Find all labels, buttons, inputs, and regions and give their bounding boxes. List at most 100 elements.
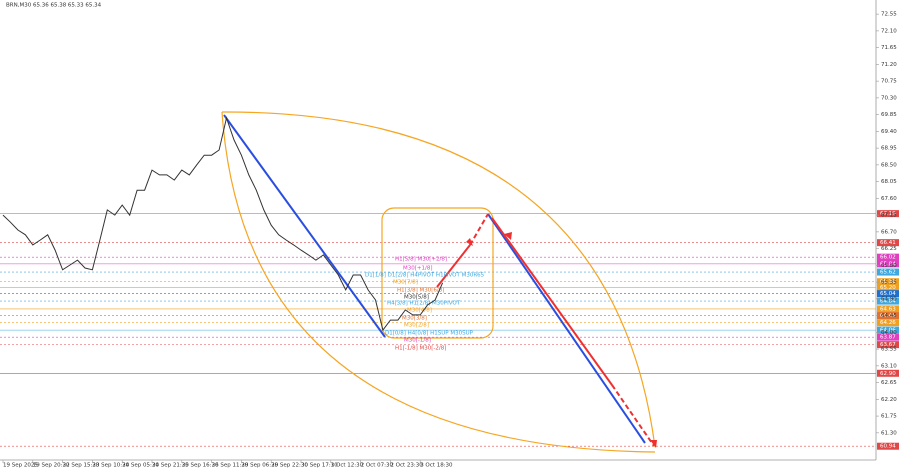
level-label: 62.90: [880, 371, 896, 377]
level-tag: [877, 341, 899, 349]
x-tick-label: 2 Oct 23:30: [390, 463, 423, 468]
level-tag: [877, 278, 899, 286]
y-tick-label: 65.80: [881, 263, 897, 269]
y-tick-label: 72.10: [881, 28, 897, 34]
y-tick-label: 70.30: [881, 95, 897, 101]
x-tick-label: 2 Oct 07:30: [361, 463, 394, 468]
level-label: 64.26: [880, 320, 896, 326]
level-tag: [877, 268, 899, 276]
x-tick-label: 29 Sep 22:30: [271, 463, 308, 468]
level-annotation: H1[-1/8] M30[-2/8]: [395, 346, 446, 352]
x-tick-label: 24 Sep 05:30: [122, 463, 159, 468]
y-tick-label: 69.85: [881, 112, 897, 118]
level-annotation: M30[2/8]: [404, 323, 429, 329]
x-tick-label: 23 Sep 10:30: [92, 463, 129, 468]
trend-line: [487, 213, 646, 444]
level-label: 64.84: [880, 299, 896, 305]
fan-arc: [221, 111, 656, 453]
analysis-drawings: [221, 111, 657, 453]
level-annotation: M30[+1/8]: [403, 266, 433, 272]
y-tick-label: 66.25: [881, 246, 897, 252]
level-annotation: D1[1/8] D1[2/8] H4PIVOT H1PIVOT M30R65: [365, 273, 485, 279]
x-tick-label: 19 Sep 20:30: [33, 463, 70, 468]
level-annotation: M30[5/8]: [404, 295, 429, 301]
level-label: 65.20: [880, 285, 896, 291]
fan-arc: [221, 111, 656, 448]
level-tag: [877, 297, 899, 305]
level-label: 64.06: [880, 328, 896, 334]
level-label: 65.84: [880, 261, 896, 267]
level-tag: [877, 312, 899, 320]
level-label: 63.67: [880, 342, 896, 348]
y-tick-label: 70.75: [881, 79, 897, 85]
level-tag: [877, 210, 899, 218]
y-tick-label: 65.35: [881, 280, 897, 286]
level-annotation: H4[3/8] H1[2/8] M30PIVOT: [387, 301, 461, 307]
y-tick-label: 61.75: [881, 414, 897, 420]
level-tag: [877, 239, 899, 247]
level-tag: [877, 260, 899, 268]
level-tag: [877, 369, 899, 377]
level-tag: [877, 290, 899, 298]
level-label: 65.04: [880, 291, 896, 297]
x-tick-label: 24 Sep 21:30: [152, 463, 189, 468]
y-tick-label: 64.90: [881, 296, 897, 302]
level-tag: [877, 319, 899, 327]
y-tick-label: 68.05: [881, 179, 897, 185]
y-tick-label: 64.45: [881, 313, 897, 319]
y-tick-label: 66.70: [881, 229, 897, 235]
projection: [491, 217, 613, 386]
level-label: 67.19: [880, 211, 896, 217]
y-tick-label: 63.55: [881, 347, 897, 353]
y-tick-label: 67.60: [881, 196, 897, 202]
projection: [436, 244, 471, 288]
price-line: [2, 116, 444, 332]
level-annotation: H1[3/8] M30[6/8]: [397, 288, 444, 294]
level-tag: [877, 305, 899, 313]
level-tag: [877, 333, 899, 341]
level-label: 65.36: [880, 279, 896, 285]
projection: [611, 384, 655, 447]
x-tick-label: 25 Sep 16:30: [182, 463, 219, 468]
x-tick-label: 29 Sep 06:30: [241, 463, 278, 468]
level-annotation: M30[4/8]: [407, 308, 432, 314]
y-tick-label: 64.00: [881, 330, 897, 336]
level-label: 66.02: [880, 255, 896, 261]
y-tick-label: 63.10: [881, 363, 897, 369]
x-tick-label: 1 Oct 12:30: [331, 463, 364, 468]
level-annotation: M30[-1/8]: [404, 338, 431, 344]
level-label: 63.87: [880, 335, 896, 341]
y-tick-label: 61.30: [881, 430, 897, 436]
level-label: 64.63: [880, 306, 896, 312]
level-annotation: H1[5/8] M30[+2/8]: [395, 257, 447, 263]
x-tick-label: 19 Sep 2025: [3, 463, 38, 468]
y-tick-label: 62.20: [881, 397, 897, 403]
level-annotation: M30[7/8]: [393, 280, 418, 286]
level-label: 64.45: [880, 313, 896, 319]
x-tick-label: 22 Sep 15:30: [63, 463, 100, 468]
level-tag: [877, 253, 899, 261]
level-label: 66.41: [880, 240, 896, 246]
x-tick-label: 30 Sep 17:30: [301, 463, 338, 468]
chart-title: BRN,M30 65.36 65.38 65.33 65.34: [6, 3, 102, 9]
box: [381, 207, 494, 339]
level-annotation: M30[3/8]: [402, 316, 427, 322]
level-tag: [877, 326, 899, 334]
level-label: 60.94: [880, 444, 896, 450]
y-tick-label: 72.55: [881, 12, 897, 18]
y-tick-label: 71.20: [881, 62, 897, 68]
y-tick-label: 71.65: [881, 45, 897, 51]
y-tick-label: 62.65: [881, 380, 897, 386]
level-tag: [877, 284, 899, 292]
x-tick-label: 3 Oct 18:30: [420, 463, 453, 468]
y-tick-label: 69.40: [881, 129, 897, 135]
y-tick-label: 68.50: [881, 162, 897, 168]
y-tick-label: 67.15: [881, 213, 897, 219]
x-tick-label: 26 Sep 11:30: [212, 463, 249, 468]
level-label: 65.62: [880, 270, 896, 276]
projection: [469, 213, 489, 246]
y-tick-label: 68.95: [881, 146, 897, 152]
trend-line: [223, 114, 386, 338]
